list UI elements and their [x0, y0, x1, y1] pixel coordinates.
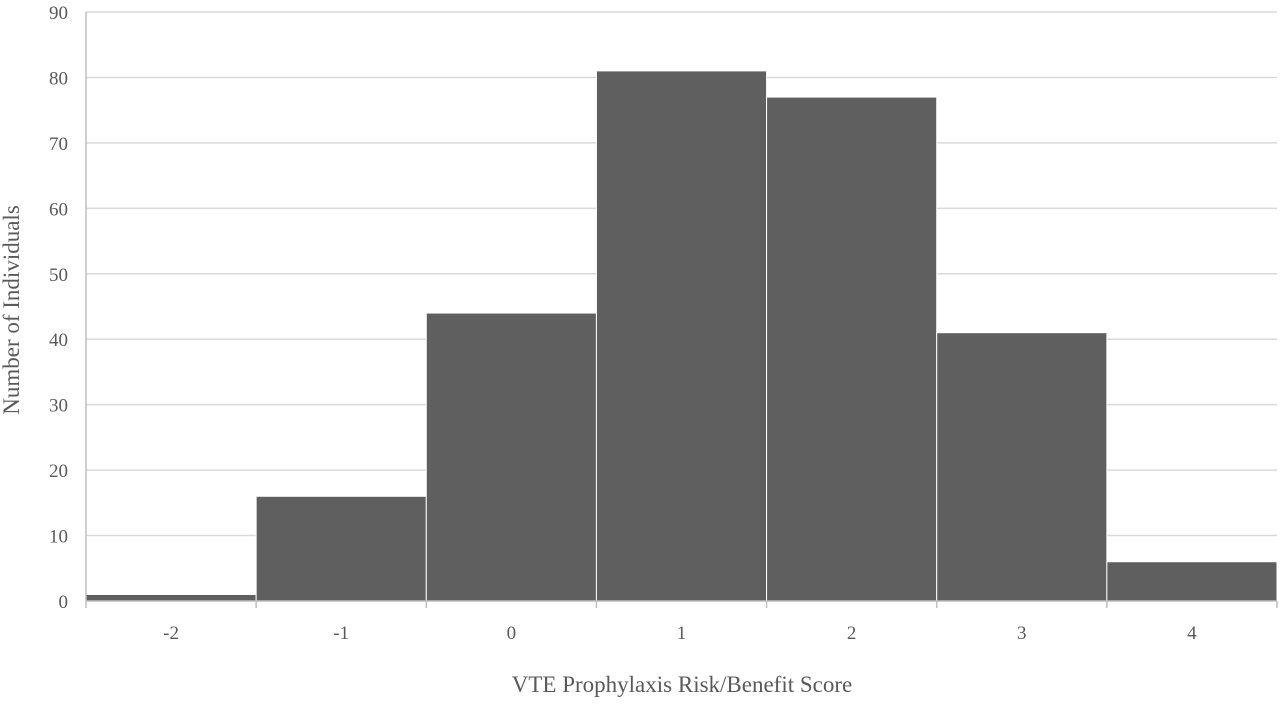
- y-tick-label: 30: [49, 396, 68, 417]
- y-tick-label: 60: [49, 199, 68, 220]
- bar: [1106, 561, 1278, 602]
- x-tick-label: 3: [1017, 623, 1027, 644]
- bar: [85, 593, 257, 602]
- bar: [766, 96, 938, 602]
- y-tick-label: 70: [49, 134, 68, 155]
- y-tick-label: 40: [49, 330, 68, 351]
- bars: [85, 70, 1278, 602]
- x-tick-label: 0: [507, 623, 517, 644]
- y-tick-label: 90: [49, 3, 68, 24]
- x-axis-title: VTE Prophylaxis Risk/Benefit Score: [512, 672, 853, 697]
- x-tick-label: -2: [163, 623, 179, 644]
- y-axis-title: Number of Individuals: [0, 205, 24, 415]
- x-tick-label: 2: [847, 623, 857, 644]
- x-tick-label: -1: [333, 623, 349, 644]
- y-tick-label: 50: [49, 265, 68, 286]
- y-tick-labels: 0 10 20 30 40 50 60 70 80 90: [49, 3, 68, 613]
- y-tick-label: 20: [49, 461, 68, 482]
- bar: [255, 495, 427, 602]
- bar: [595, 70, 768, 602]
- axes: [85, 12, 1278, 608]
- x-tick-label: 1: [677, 623, 687, 644]
- x-tick-label: 4: [1187, 623, 1197, 644]
- y-tick-label: 10: [49, 527, 68, 548]
- bar: [936, 332, 1108, 602]
- y-tick-label: 80: [49, 68, 68, 89]
- bar: [425, 312, 597, 602]
- y-tick-label: 0: [59, 592, 69, 613]
- x-tick-labels: -2 -1 0 1 2 3 4: [163, 623, 1197, 644]
